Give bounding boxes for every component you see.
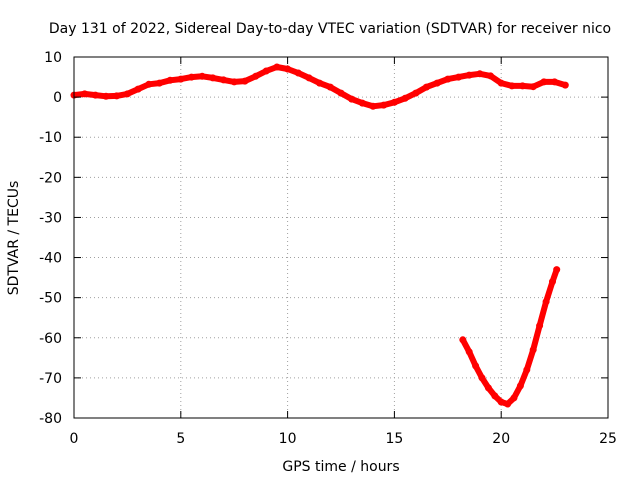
x-tick-label: 10 (279, 431, 297, 447)
data-point (484, 384, 492, 392)
y-tick-label: -20 (39, 170, 62, 186)
data-point (542, 298, 550, 306)
data-point (519, 82, 527, 90)
data-point (188, 73, 195, 81)
data-point (465, 348, 473, 356)
data-point (444, 75, 452, 83)
data-point (134, 85, 142, 93)
data-point (529, 83, 537, 91)
x-tick-label: 5 (176, 431, 185, 447)
data-point (390, 98, 398, 106)
x-axis-label: GPS time / hours (282, 459, 399, 475)
data-point (401, 94, 409, 102)
data-point (284, 65, 292, 73)
data-point (472, 362, 480, 370)
x-tick-label: 25 (599, 431, 617, 447)
data-point (455, 73, 462, 81)
data-point (523, 366, 531, 374)
x-tick-label: 0 (70, 431, 79, 447)
data-point (91, 91, 99, 99)
data-point (497, 398, 505, 406)
data-point (262, 67, 270, 75)
grid-lines (74, 57, 608, 418)
data-point (305, 74, 313, 82)
data-point (561, 81, 569, 89)
data-point (536, 322, 544, 330)
data-point (478, 374, 486, 382)
data-point (422, 83, 430, 91)
data-point (177, 75, 185, 83)
series-line-2 (459, 266, 560, 407)
data-point (166, 76, 174, 84)
data-point (508, 82, 516, 90)
data-point (294, 69, 302, 77)
data-point (123, 90, 131, 98)
data-point (273, 63, 281, 71)
data-point (553, 266, 561, 274)
x-tick-label: 20 (492, 431, 510, 447)
data-point (220, 76, 227, 84)
data-point (529, 346, 537, 354)
data-point (540, 78, 548, 86)
data-point (497, 79, 505, 87)
y-tick-label: 0 (53, 90, 62, 106)
data-point (510, 394, 518, 402)
data-point (549, 278, 556, 286)
data-point (145, 80, 153, 88)
y-tick-label: 10 (44, 50, 62, 66)
data-point (81, 90, 89, 98)
data-point (155, 79, 163, 87)
data-point (198, 72, 206, 80)
data-point (348, 95, 356, 103)
data-series (70, 63, 569, 408)
data-point (504, 400, 512, 408)
data-point (369, 102, 377, 110)
y-tick-label: -50 (39, 291, 62, 307)
data-point (230, 78, 238, 86)
data-point (487, 72, 494, 80)
data-point (209, 74, 217, 82)
y-tick-label: -60 (39, 331, 62, 347)
y-tick-label: -40 (39, 251, 62, 267)
y-axis-label: SDTVAR / TECUs (6, 181, 22, 296)
data-point (102, 92, 110, 100)
chart-title: Day 131 of 2022, Sidereal Day-to-day VTE… (49, 21, 611, 37)
x-tick-label: 15 (385, 431, 403, 447)
y-tick-label: -70 (39, 371, 62, 387)
data-point (491, 392, 499, 400)
y-tick-label: -10 (39, 130, 62, 146)
data-point (459, 336, 467, 344)
data-point (551, 78, 559, 86)
data-point (241, 77, 249, 85)
data-point (433, 79, 441, 87)
y-tick-label: -30 (39, 210, 62, 226)
data-point (326, 83, 334, 91)
data-point (358, 99, 366, 107)
axis-ticks: 10 0 -10 -20 -30 -40 -50 -60 -70 -80 0 5 10 15 20 25 (39, 50, 617, 447)
data-point (337, 89, 345, 97)
data-point (316, 79, 324, 87)
data-point (380, 101, 388, 109)
data-point (412, 89, 420, 97)
data-point (465, 71, 473, 79)
data-point (516, 382, 524, 390)
data-point (252, 72, 260, 80)
data-point (476, 70, 484, 78)
plot-frame (73, 56, 609, 419)
data-point (113, 92, 121, 100)
y-tick-label: -80 (39, 411, 62, 427)
